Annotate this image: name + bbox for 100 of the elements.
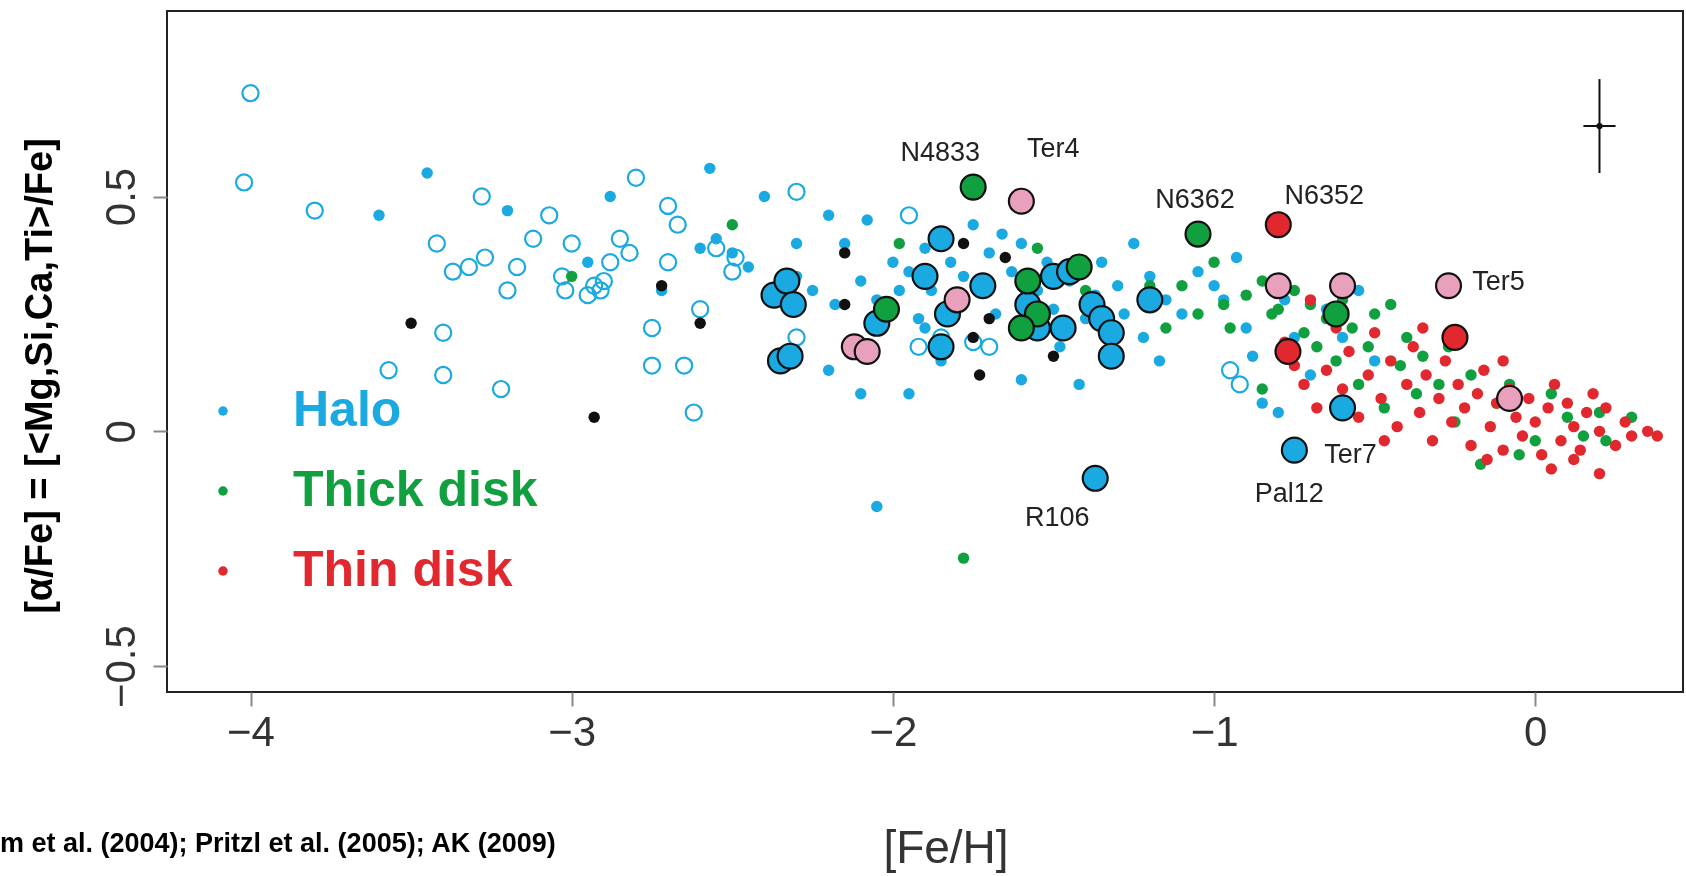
point <box>552 267 572 286</box>
point <box>723 262 742 281</box>
annotation: N6362 <box>1155 184 1235 215</box>
point <box>1580 406 1593 419</box>
point <box>1352 411 1365 423</box>
point <box>1433 378 1445 391</box>
point <box>1224 322 1236 334</box>
point <box>562 234 581 253</box>
point <box>983 312 995 325</box>
point <box>1280 436 1308 464</box>
point <box>999 251 1011 264</box>
point <box>1574 444 1586 456</box>
point <box>1385 355 1397 367</box>
point <box>234 173 254 192</box>
point <box>1081 464 1109 492</box>
point <box>1256 383 1268 395</box>
point <box>1274 337 1302 366</box>
point <box>1352 378 1365 391</box>
point <box>434 365 453 385</box>
point <box>1220 361 1240 380</box>
point <box>839 298 851 311</box>
point <box>1298 378 1310 391</box>
point <box>1600 435 1612 447</box>
point <box>668 215 687 234</box>
point <box>872 295 901 323</box>
point <box>1160 322 1172 334</box>
point <box>591 281 610 300</box>
point <box>1378 435 1390 447</box>
point <box>893 237 906 250</box>
point <box>1401 331 1413 344</box>
point <box>1523 392 1535 405</box>
point <box>1208 256 1220 268</box>
point <box>1593 467 1606 480</box>
point <box>475 248 495 267</box>
point <box>1548 378 1561 391</box>
point <box>1272 303 1285 315</box>
point <box>1465 369 1477 381</box>
point <box>434 323 453 342</box>
annotation: Ter4 <box>1027 133 1080 164</box>
y-tick-label: 0 <box>96 420 144 444</box>
point <box>1368 308 1381 320</box>
point <box>1545 388 1558 400</box>
y-axis-title: [α/Fe] = [<Mg,Si,Ca,Ti>/Fe] <box>18 138 60 614</box>
point <box>1343 345 1355 358</box>
point <box>1230 375 1249 394</box>
point <box>691 300 710 319</box>
point <box>1311 341 1323 353</box>
point <box>610 229 630 248</box>
point <box>1496 384 1524 412</box>
point <box>565 270 578 283</box>
point <box>1410 388 1423 400</box>
point <box>927 225 955 253</box>
point <box>1407 341 1419 353</box>
legend-label: Thin disk <box>293 541 513 597</box>
point <box>556 281 575 300</box>
point <box>959 173 987 201</box>
point <box>927 333 955 361</box>
point <box>1561 397 1574 409</box>
y-tick-label: −0.5 <box>96 625 144 709</box>
point <box>620 243 639 263</box>
point <box>1619 416 1631 428</box>
point <box>1555 435 1567 447</box>
point <box>1513 449 1525 461</box>
point <box>1484 420 1496 433</box>
point <box>1529 416 1541 428</box>
point <box>1417 322 1429 334</box>
point <box>1065 253 1093 281</box>
point <box>1240 289 1252 301</box>
point <box>1593 425 1606 438</box>
point <box>1471 388 1484 400</box>
point <box>523 229 543 248</box>
point <box>588 411 600 423</box>
point <box>1465 439 1477 452</box>
point <box>674 356 694 375</box>
point <box>1192 308 1204 320</box>
point <box>1264 272 1292 300</box>
annotation: R106 <box>1024 502 1090 533</box>
annotation: Ter7 <box>1324 438 1377 469</box>
point <box>787 182 806 201</box>
point <box>839 247 851 259</box>
point <box>1328 394 1357 422</box>
point <box>1568 420 1580 433</box>
point <box>1600 402 1612 414</box>
y-tick-label: 0.5 <box>96 167 144 227</box>
point <box>1426 435 1439 447</box>
x-tick-label: 0 <box>1524 707 1548 755</box>
point <box>1330 355 1342 367</box>
point <box>957 237 970 250</box>
point <box>964 332 983 352</box>
point <box>540 206 559 225</box>
point <box>1264 211 1292 239</box>
point <box>1311 402 1323 414</box>
point <box>1362 369 1374 381</box>
point <box>1535 449 1548 461</box>
point <box>594 271 613 291</box>
annotation: Ter5 <box>1472 265 1525 296</box>
x-tick-label: −2 <box>869 707 918 755</box>
point <box>943 286 971 314</box>
point <box>1497 444 1509 456</box>
annotation: N4833 <box>900 137 980 168</box>
